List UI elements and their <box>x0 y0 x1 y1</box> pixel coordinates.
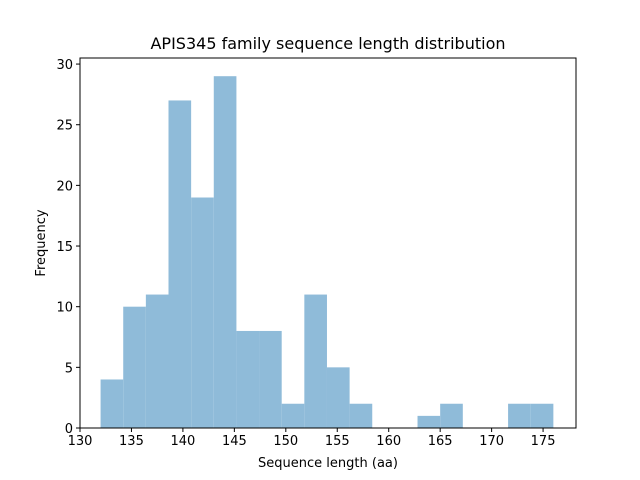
x-tick-label: 150 <box>273 434 298 449</box>
x-axis-label: Sequence length (aa) <box>258 456 398 471</box>
histogram-bar <box>304 294 327 428</box>
y-tick-label: 5 <box>65 361 73 376</box>
y-tick-label: 20 <box>56 179 73 194</box>
histogram-bar <box>259 330 282 428</box>
histogram-bar <box>530 403 554 428</box>
y-tick-label: 25 <box>56 119 73 134</box>
y-tick-label: 0 <box>65 422 73 437</box>
x-tick-label: 130 <box>68 434 93 449</box>
x-tick-label: 145 <box>222 434 247 449</box>
y-tick-label: 10 <box>56 301 73 316</box>
plot-area-frame <box>79 57 577 429</box>
x-tick-label: 175 <box>531 434 556 449</box>
histogram-bar <box>191 197 214 428</box>
y-axis-ticks: 0 5 10 15 20 25 30 <box>56 58 80 437</box>
x-tick-label: 140 <box>170 434 195 449</box>
x-tick-label: 165 <box>428 434 453 449</box>
x-axis-ticks: 130 135 140 145 150 155 160 165 170 175 <box>68 428 556 449</box>
bars-group <box>100 76 554 429</box>
y-tick-label: 15 <box>56 240 73 255</box>
chart-title: APIS345 family sequence length distribut… <box>150 34 505 53</box>
x-tick-label: 155 <box>325 434 350 449</box>
histogram-bar <box>326 367 350 428</box>
histogram-bar <box>349 403 373 428</box>
histogram-bar <box>123 306 146 428</box>
histogram-bar <box>213 76 237 429</box>
histogram-bar <box>236 330 260 428</box>
histogram-bar <box>440 403 463 428</box>
histogram-bar <box>145 294 169 428</box>
x-tick-label: 160 <box>376 434 401 449</box>
histogram-bar <box>100 379 124 428</box>
histogram-bar <box>168 100 192 428</box>
x-tick-label: 170 <box>479 434 504 449</box>
x-tick-label: 135 <box>119 434 144 449</box>
y-axis-label: Frequency <box>34 209 49 276</box>
histogram-bar <box>417 415 441 428</box>
histogram-bar <box>508 403 531 428</box>
histogram-bar <box>281 403 305 428</box>
y-tick-label: 30 <box>56 58 73 73</box>
